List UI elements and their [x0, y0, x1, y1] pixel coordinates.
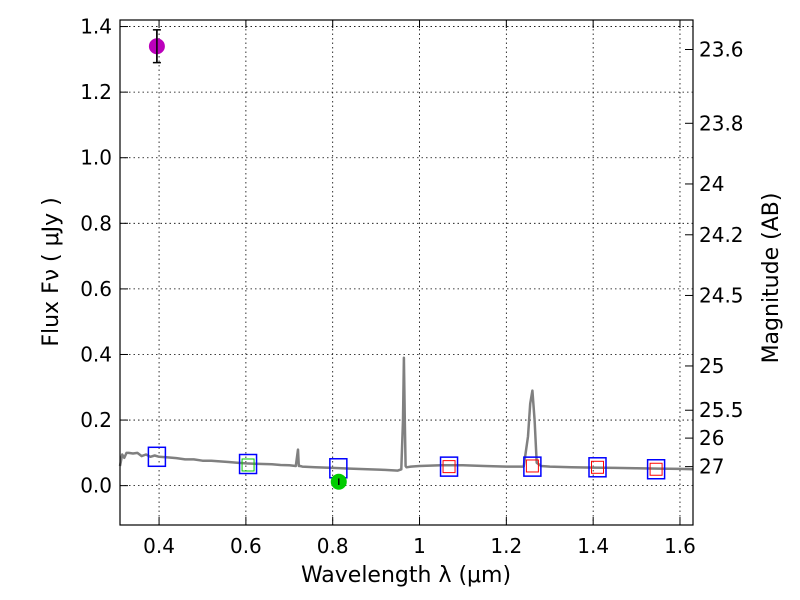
- right-tick-label: 24.2: [699, 223, 744, 247]
- right-tick-label: 23.8: [699, 111, 744, 135]
- observed-photometry-point: [525, 459, 539, 473]
- y-tick-label: 0.2: [80, 408, 112, 432]
- model-photometry-point: [147, 446, 167, 468]
- x-tick-label: 0.6: [230, 534, 262, 558]
- right-axis-label: Magnitude (AB): [759, 193, 784, 364]
- y-tick-label: 1.2: [80, 80, 112, 104]
- grid-lines: [120, 20, 693, 525]
- x-tick-label: 1.6: [664, 534, 696, 558]
- observed-photometry-point: [241, 458, 255, 472]
- right-tick-label: 23.6: [699, 38, 744, 62]
- observed-photometry-point: [591, 460, 604, 474]
- model-photometry-point: [523, 456, 542, 477]
- x-tick-label: 1.2: [490, 534, 522, 558]
- x-tick-label: 0.4: [143, 534, 175, 558]
- x-tick-label: 0.8: [317, 534, 349, 558]
- x-tick-label: 1: [413, 534, 426, 558]
- y-tick-label: 1.0: [80, 146, 112, 170]
- y-tick-label: 0.8: [80, 211, 112, 235]
- right-tick-label: 25: [699, 354, 724, 378]
- y-tick-label: 0.6: [80, 277, 112, 301]
- axis-ticks: 0.4 0.6 0.8 1 1.2 1.4 1.6 0.0 0.2 0.4 0.6 0.8 1.0 1.2…: [80, 15, 743, 558]
- y-tick-label: 0.0: [80, 474, 112, 498]
- y-tick-label: 1.4: [80, 15, 112, 39]
- right-tick-label: 27: [699, 455, 724, 479]
- x-tick-label: 1.4: [577, 534, 609, 558]
- model-photometry-point: [646, 459, 666, 480]
- y-axis-label: Flux Fν ( μJy ): [39, 197, 64, 346]
- observed-photometry-point: [649, 462, 663, 476]
- model-photometry-point: [588, 457, 607, 478]
- sed-model-line: [118, 356, 694, 472]
- observed-photometry-point: [442, 460, 456, 474]
- y-tick-label: 0.4: [80, 342, 112, 366]
- right-tick-label: 25.5: [699, 398, 744, 422]
- right-tick-label: 26: [699, 426, 724, 450]
- model-photometry-point: [439, 456, 459, 477]
- right-tick-label: 24: [699, 172, 724, 196]
- model-photometry-point: [238, 453, 258, 475]
- x-axis-label: Wavelength λ (μm): [301, 563, 511, 588]
- plot-frame: [119, 19, 694, 526]
- plot-area: [118, 29, 694, 490]
- right-tick-label: 24.5: [699, 283, 744, 307]
